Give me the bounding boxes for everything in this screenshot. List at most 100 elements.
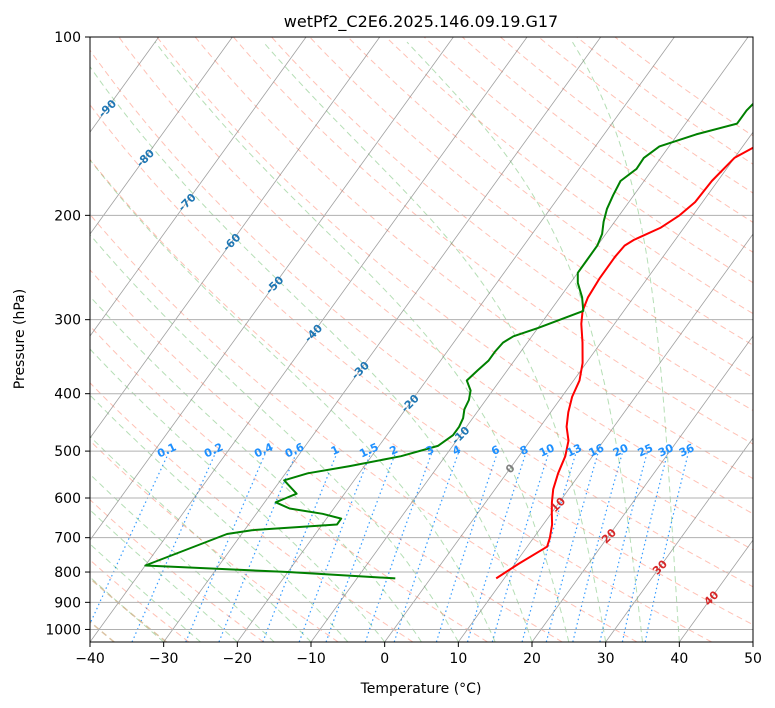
- isotherm-label: -30: [349, 359, 372, 382]
- mixing-ratio-line: [298, 450, 373, 642]
- isotherm-label: -40: [302, 322, 325, 345]
- temperature-line: [495, 146, 753, 580]
- dry-adiabat-line: [156, 37, 753, 515]
- dry-adiabat-line: [90, 440, 339, 642]
- y-tick-label: 700: [54, 531, 81, 547]
- x-tick-label: 10: [449, 651, 467, 667]
- isotherm-label: -10: [449, 424, 472, 447]
- mixing-ratio-label: 20: [611, 441, 631, 459]
- moist-adiabat-line: [572, 41, 680, 642]
- isotherm-line: [679, 539, 753, 642]
- isotherms: [0, 37, 753, 642]
- isotherm-label: -50: [263, 273, 286, 296]
- moist-adiabat-line: [90, 65, 533, 642]
- dry-adiabat-line: [347, 37, 753, 346]
- moist-adiabat-line: [90, 576, 165, 642]
- mixing-ratio-label: 1: [329, 443, 341, 458]
- plot-area: 0.1 0.2 0.4 0.6 1 1.5 2 3 4 6 8 10 13 16 20 25 30 36-100-…: [0, 37, 753, 642]
- mixing-ratio-line: [262, 450, 339, 642]
- moist-adiabat-line: [90, 233, 459, 642]
- mixing-ratio-line: [435, 450, 499, 642]
- mixing-ratio-label: 8: [518, 443, 530, 458]
- dry-adiabat-line: [461, 37, 753, 253]
- isotherm-line: [90, 37, 307, 337]
- isotherm-line: [752, 641, 753, 642]
- mixing-ratio-label: 0.1: [155, 440, 178, 460]
- mixing-ratio-label: 13: [565, 441, 584, 459]
- isotherm-line: [90, 37, 454, 541]
- mixing-ratio-label: 10: [537, 441, 557, 459]
- isotherm-label: -70: [176, 191, 199, 214]
- mixing-ratio-lines: [90, 450, 690, 642]
- isotherm-line: [458, 233, 753, 642]
- dry-adiabat-line: [271, 37, 753, 412]
- plot-frame: [89, 36, 754, 643]
- moist-adiabat-line: [90, 509, 238, 642]
- dry-adiabat-line: [309, 37, 753, 379]
- x-axis-ticks: −40 −30 −20 −10 0 10 20 30 40 50: [75, 642, 762, 667]
- moist-adiabat-line: [90, 543, 201, 642]
- mixing-ratio-line: [621, 450, 669, 642]
- mixing-ratio-line: [644, 450, 690, 642]
- moist-adiabat-line: [406, 41, 643, 642]
- y-tick-label: 600: [54, 491, 81, 507]
- mixing-ratio-line: [364, 450, 434, 642]
- y-tick-label: 800: [54, 565, 81, 581]
- isotherm-line: [90, 37, 233, 235]
- moist-adiabat-line: [90, 473, 275, 642]
- isotherm-line: [531, 335, 753, 642]
- y-tick-label: 100: [54, 30, 81, 46]
- x-tick-label: 30: [597, 651, 615, 667]
- mixing-ratio-line: [325, 450, 397, 642]
- mixing-ratio-line: [393, 450, 460, 642]
- mixing-ratio-label: 0.6: [283, 440, 306, 460]
- chart-title: wetPf2_C2E6.2025.146.09.19.G17: [284, 12, 558, 32]
- mixing-ratio-line: [466, 450, 528, 642]
- x-tick-label: 50: [744, 651, 762, 667]
- dry-adiabat-line: [90, 158, 712, 642]
- isopleth-labels: 0.1 0.2 0.4 0.6 1 1.5 2 3 4 6 8 10 13 16 20 25 30 36-100-…: [96, 97, 722, 608]
- isotherm-label: 0: [503, 461, 518, 476]
- x-tick-label: −10: [296, 651, 326, 667]
- mixing-ratio-label: 6: [489, 443, 502, 458]
- mixing-ratio-line: [599, 450, 649, 642]
- dry-adiabat-line: [90, 49, 753, 588]
- x-tick-label: 0: [380, 651, 389, 667]
- moist-adiabat-line: [90, 159, 496, 642]
- moist-adiabat-line: [263, 41, 607, 642]
- y-tick-label: 400: [54, 387, 81, 403]
- y-tick-label: 500: [54, 444, 81, 460]
- isotherm-label: -20: [399, 392, 422, 415]
- isotherm-line: [90, 37, 528, 642]
- dry-adiabat-line: [576, 37, 753, 165]
- x-tick-label: 40: [670, 651, 688, 667]
- mixing-ratio-label: 25: [636, 441, 655, 459]
- isotherm-line: [0, 37, 11, 642]
- dry-adiabat-line: [90, 213, 638, 642]
- y-axis-ticks: 100 200 300 400 500 600 700 800 900 1000: [45, 30, 90, 638]
- isotherm-line: [237, 37, 675, 642]
- mixing-ratio-label: 30: [656, 441, 676, 459]
- isotherm-line: [605, 437, 753, 642]
- mixing-ratio-line: [545, 450, 600, 642]
- moist-adiabat-line: [90, 348, 386, 642]
- x-tick-label: −20: [223, 651, 253, 667]
- isotherm-line: [163, 37, 602, 642]
- x-tick-label: −40: [75, 651, 105, 667]
- mixing-ratio-label: 36: [677, 441, 697, 459]
- y-tick-label: 900: [54, 595, 81, 611]
- isotherm-label: 40: [701, 588, 721, 608]
- dry-adiabat-line: [90, 382, 414, 642]
- x-tick-label: 20: [523, 651, 541, 667]
- isotherm-label: 20: [599, 526, 619, 546]
- mixing-ratio-line: [491, 450, 550, 642]
- isotherm-line: [384, 131, 753, 642]
- x-tick-label: −30: [149, 651, 179, 667]
- dry-adiabat-line: [118, 37, 753, 551]
- y-tick-label: 300: [54, 313, 81, 329]
- dry-adiabat-line: [90, 103, 753, 626]
- mixing-ratio-line: [90, 450, 170, 626]
- isobars: [90, 37, 753, 630]
- moist-adiabat-line: [90, 295, 422, 642]
